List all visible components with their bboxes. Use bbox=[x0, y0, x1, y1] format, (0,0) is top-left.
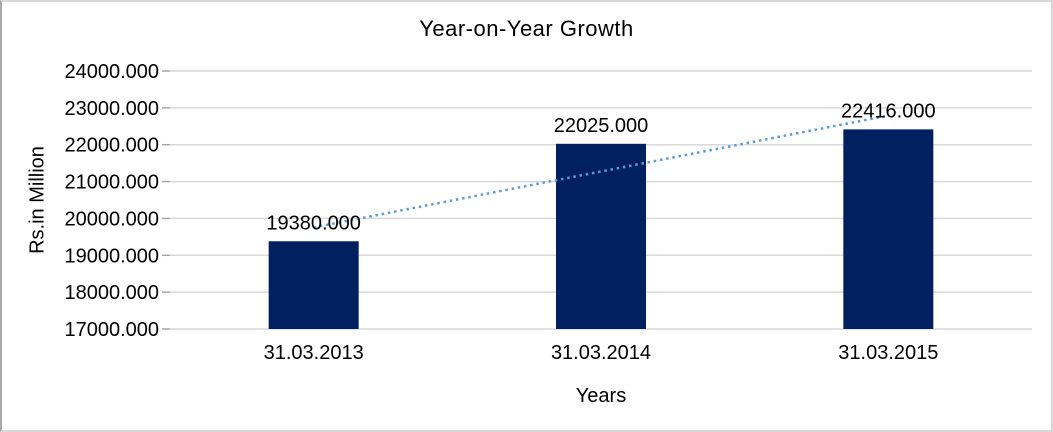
bar bbox=[843, 129, 934, 329]
y-tick-label: 21000.000 bbox=[64, 172, 159, 194]
bar-data-label: 19380.000 bbox=[266, 212, 361, 234]
x-axis-title: Years bbox=[575, 385, 627, 407]
y-tick-label: 19000.000 bbox=[64, 245, 159, 267]
bar-data-label: 22025.000 bbox=[554, 115, 649, 137]
y-tick-label: 20000.000 bbox=[64, 208, 159, 230]
bar bbox=[268, 241, 359, 329]
x-category-label: 31.03.2015 bbox=[838, 342, 938, 364]
bar-data-label: 22416.000 bbox=[841, 100, 936, 122]
y-tick-label: 17000.000 bbox=[64, 319, 159, 341]
x-category-label: 31.03.2013 bbox=[264, 342, 364, 364]
y-tick-label: 18000.000 bbox=[64, 282, 159, 304]
y-tick-label: 22000.000 bbox=[64, 135, 159, 157]
chart-title: Year-on-Year Growth bbox=[419, 16, 634, 41]
y-tick-label: 23000.000 bbox=[64, 98, 159, 120]
bar bbox=[556, 143, 646, 329]
x-category-label: 31.03.2014 bbox=[551, 342, 651, 364]
y-tick-label: 24000.000 bbox=[64, 61, 159, 83]
